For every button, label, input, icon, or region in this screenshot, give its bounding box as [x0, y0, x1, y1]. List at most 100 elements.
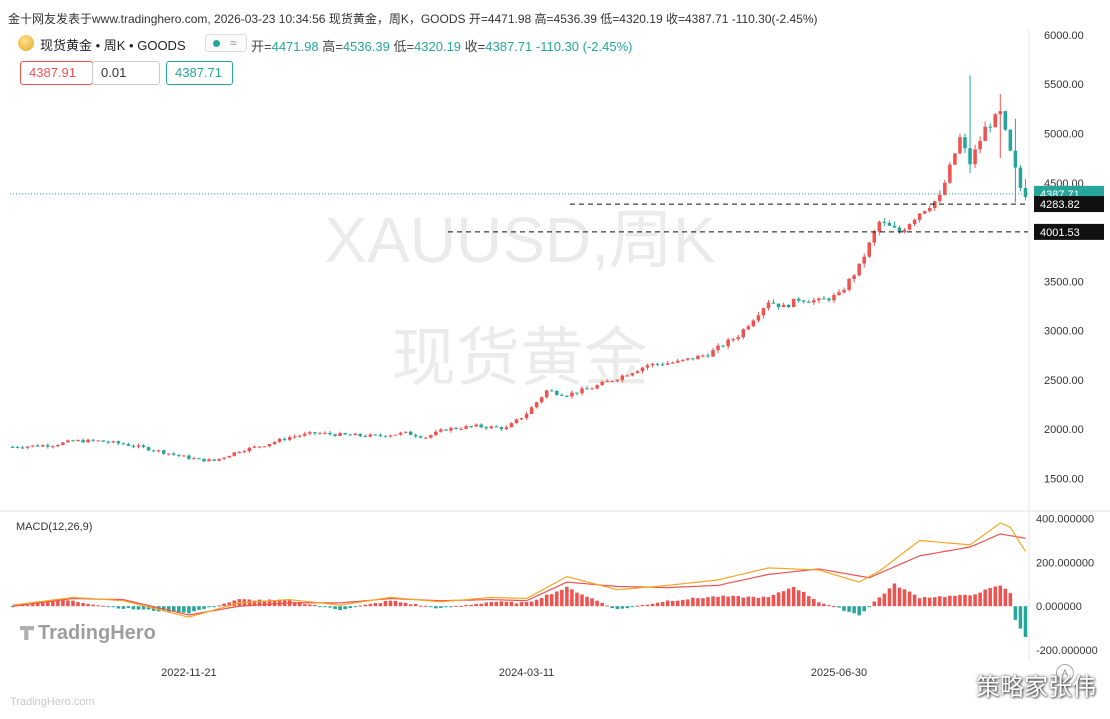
- candle-body: [993, 114, 998, 128]
- candle-body: [101, 440, 105, 442]
- macd-histogram-bar: [585, 596, 589, 607]
- macd-histogram-bar: [570, 589, 574, 607]
- macd-histogram-bar: [222, 603, 226, 607]
- macd-histogram-bar: [388, 600, 393, 607]
- candle-body: [721, 345, 725, 347]
- candle-body: [817, 298, 821, 301]
- macd-histogram-bar: [706, 597, 710, 607]
- macd-histogram-bar: [600, 602, 604, 607]
- candle-body: [706, 355, 710, 357]
- macd-histogram-bar: [817, 602, 821, 607]
- candle-body: [867, 242, 872, 257]
- price-tick-label: 5500.00: [1044, 79, 1084, 91]
- macd-histogram-bar: [973, 594, 977, 607]
- macd-histogram-bar: [247, 599, 252, 607]
- macd-histogram-bar: [660, 602, 665, 607]
- candle-body: [348, 434, 352, 436]
- macd-histogram-bar: [262, 600, 267, 607]
- wave-icon: ≈: [230, 36, 237, 50]
- candle-body: [454, 427, 458, 429]
- macd-histogram-bar: [353, 606, 357, 608]
- candle-body: [917, 213, 922, 220]
- macd-histogram-bar: [786, 588, 791, 607]
- macd-histogram-bar: [277, 599, 282, 607]
- candle-body: [131, 445, 136, 447]
- watermark-symbol: XAUUSD,周K: [324, 204, 715, 276]
- time-tick-label: 2024-03-11: [499, 667, 554, 679]
- candle-body: [15, 446, 20, 448]
- candle-body: [222, 457, 226, 459]
- macd-signal-line: [12, 533, 1026, 616]
- price-axis[interactable]: 6000.005500.005000.004500.004000.003500.…: [1044, 30, 1084, 486]
- macd-histogram-bar: [539, 598, 544, 607]
- quantity-input[interactable]: [92, 61, 160, 85]
- macd-histogram-bar: [801, 591, 806, 607]
- macd-histogram-bar: [96, 605, 100, 607]
- candle-body: [625, 375, 630, 377]
- buy-price-button[interactable]: 4387.71: [166, 61, 233, 85]
- macd-histogram-bar: [172, 606, 176, 612]
- candle-body: [459, 428, 463, 430]
- macd-line: [12, 522, 1027, 618]
- sell-price-button[interactable]: 4387.91: [20, 61, 93, 85]
- candle-body: [403, 431, 408, 433]
- macd-histogram-bar: [111, 606, 116, 608]
- macd-histogram-bar: [897, 587, 902, 607]
- macd-histogram-bar: [343, 606, 347, 610]
- candle-body: [237, 452, 242, 454]
- indicator-badge[interactable]: ≈: [205, 34, 247, 52]
- macd-histogram-bar: [10, 606, 15, 608]
- macd-histogram-bar: [534, 599, 539, 607]
- candle-body: [444, 429, 448, 431]
- macd-histogram-bar: [867, 606, 872, 608]
- time-axis[interactable]: 2022-11-21 2024-03-11 2025-06-30: [161, 667, 867, 679]
- candle-body: [363, 435, 368, 437]
- candle-body: [827, 298, 831, 301]
- macd-histogram-bar: [177, 606, 181, 613]
- candle-body: [328, 432, 332, 435]
- candle-body: [938, 194, 942, 202]
- macd-histogram-bar: [746, 596, 751, 607]
- macd-histogram-bar: [756, 597, 761, 607]
- macd-axis[interactable]: 400.000000 200.000000 0.000000 -200.000000: [1036, 514, 1098, 657]
- candle-body: [469, 426, 473, 428]
- macd-histogram-bar: [267, 599, 272, 607]
- macd-histogram-bar: [615, 606, 620, 610]
- macd-histogram-bar: [358, 605, 363, 607]
- candle-body: [388, 435, 393, 437]
- candle-body: [504, 427, 509, 430]
- candle-body: [383, 435, 388, 437]
- macd-histogram-bar: [348, 606, 352, 609]
- price-tick-label: 3500.00: [1044, 276, 1084, 288]
- candle-body: [287, 437, 292, 440]
- candle-body: [897, 227, 902, 233]
- macd-histogram-bar: [444, 606, 448, 608]
- candle-body: [877, 221, 882, 232]
- symbol-label[interactable]: 现货黄金 • 周K • GOODS: [40, 38, 186, 53]
- candle-body: [630, 373, 635, 376]
- candle-body: [151, 450, 156, 452]
- candle-body: [852, 275, 856, 279]
- macd-histogram-bar: [529, 601, 534, 607]
- auto-scale-icon[interactable]: A: [1056, 664, 1074, 682]
- macd-histogram-bar: [469, 604, 473, 607]
- candle-body: [1013, 150, 1018, 168]
- macd-histogram-bar: [76, 602, 80, 607]
- candle-body: [56, 444, 60, 447]
- candle-body: [741, 329, 746, 338]
- candle-body: [892, 225, 897, 228]
- macd-histogram-bar: [378, 603, 383, 607]
- candle-body: [76, 440, 80, 442]
- candle-body: [61, 442, 65, 445]
- macd-histogram-bar: [252, 600, 257, 607]
- macd-histogram-bar: [136, 606, 141, 610]
- macd-histogram-bar: [776, 592, 781, 607]
- candle-body: [907, 224, 912, 230]
- macd-histogram-bar: [686, 599, 690, 607]
- macd-histogram-bar: [771, 594, 776, 607]
- candle-body: [262, 446, 267, 448]
- macd-histogram-bar: [721, 595, 725, 607]
- macd-histogram-bar: [736, 596, 740, 607]
- macd-histogram-bar: [827, 605, 831, 607]
